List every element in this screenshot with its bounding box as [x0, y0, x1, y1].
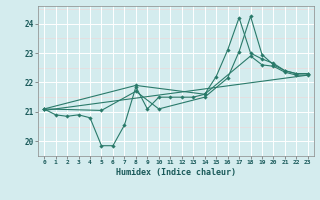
X-axis label: Humidex (Indice chaleur): Humidex (Indice chaleur) — [116, 168, 236, 177]
